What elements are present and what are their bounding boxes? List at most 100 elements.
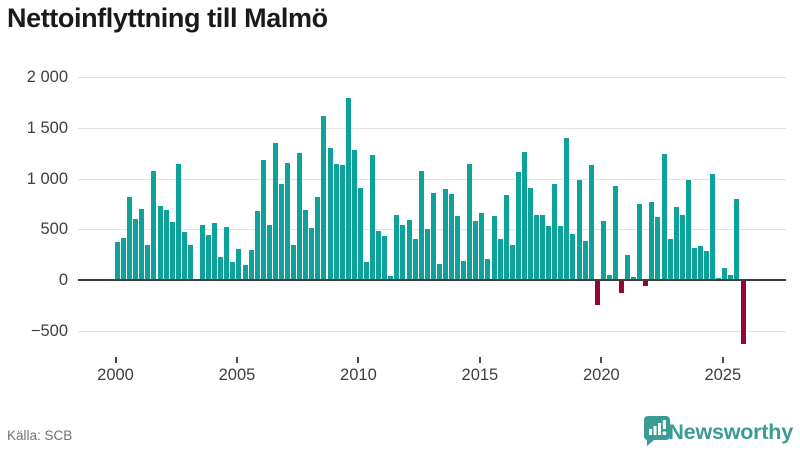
bar-2006Q1 — [260, 160, 266, 280]
bar-2023Q1 — [673, 207, 679, 280]
bar-2009Q2 — [339, 165, 345, 280]
gridline — [78, 77, 786, 78]
y-tick-label: 2 000 — [26, 68, 68, 86]
bar-2023Q2 — [679, 214, 685, 280]
bar-2012Q4 — [424, 229, 430, 280]
bar-2013Q2 — [436, 263, 442, 280]
bar-2011Q2 — [388, 275, 394, 280]
bar-2013Q1 — [430, 192, 436, 280]
bar-2002Q1 — [163, 209, 169, 280]
bar-2005Q2 — [242, 265, 248, 280]
bar-2017Q1 — [527, 187, 533, 280]
bar-2003Q3 — [200, 225, 206, 280]
bar-2004Q3 — [224, 227, 230, 280]
bar-2022Q2 — [655, 217, 661, 280]
x-axis-tick — [357, 357, 360, 363]
y-tick-label: 0 — [58, 271, 68, 289]
x-tick-label: 2005 — [218, 366, 256, 384]
bar-2024Q2 — [704, 250, 710, 280]
bar-2010Q1 — [357, 187, 363, 280]
bar-2010Q4 — [376, 231, 382, 280]
x-axis-tick — [235, 357, 238, 363]
bar-2009Q4 — [351, 150, 357, 280]
bar-2004Q4 — [230, 261, 236, 280]
bar-2018Q4 — [570, 233, 576, 280]
bar-2006Q2 — [266, 224, 272, 280]
x-tick-label: 2020 — [582, 366, 620, 384]
bar-2016Q4 — [521, 151, 527, 280]
x-axis-tick — [114, 357, 117, 363]
bar-2000Q3 — [127, 196, 133, 280]
bar-2011Q1 — [382, 236, 388, 280]
y-tick-label: −500 — [30, 321, 68, 340]
bar-2020Q2 — [606, 274, 612, 280]
bar-chart-plot-area: 2 000 1 500 1 000 500 0 −500 2000 2005 2010 2015 2… — [26, 68, 786, 384]
bar-2017Q3 — [540, 214, 546, 280]
bar-2017Q4 — [546, 226, 552, 280]
bar-2017Q2 — [534, 214, 540, 280]
bar-2015Q3 — [491, 216, 497, 280]
bar-2001Q3 — [151, 171, 157, 280]
bar-2018Q1 — [552, 183, 558, 280]
gridline — [78, 330, 786, 332]
source-label: Källa: SCB — [7, 428, 73, 443]
bar-2008Q4 — [327, 148, 333, 280]
bar-2015Q1 — [479, 213, 485, 280]
x-axis-tick — [478, 357, 481, 363]
bar-2021Q4 — [643, 281, 649, 287]
bar-2010Q2 — [363, 261, 369, 280]
bar-2006Q3 — [272, 143, 278, 280]
bar-2019Q4 — [594, 281, 600, 305]
bar-2007Q3 — [297, 153, 303, 280]
bar-2016Q1 — [503, 195, 509, 280]
bar-2002Q3 — [175, 164, 181, 280]
bar-2009Q3 — [345, 97, 351, 280]
bar-2001Q2 — [145, 245, 151, 280]
bar-2019Q1 — [576, 179, 582, 280]
bar-2005Q3 — [248, 249, 254, 280]
bar-2015Q2 — [485, 258, 491, 280]
bar-2025Q2 — [728, 274, 734, 280]
y-tick-label: 500 — [40, 220, 68, 239]
x-tick-label: 2000 — [97, 366, 134, 384]
bar-2019Q3 — [588, 165, 594, 280]
bar-2023Q4 — [691, 248, 697, 280]
bar-2000Q1 — [115, 242, 120, 280]
newsworthy-pin-barchart-icon — [643, 415, 671, 450]
bar-2022Q1 — [649, 201, 655, 280]
bar-2016Q3 — [515, 172, 521, 280]
bar-2008Q2 — [315, 196, 321, 280]
bar-2024Q1 — [698, 245, 703, 280]
bar-2012Q2 — [412, 239, 418, 280]
bar-2011Q3 — [394, 214, 400, 280]
bar-2007Q1 — [285, 163, 291, 280]
bar-2021Q1 — [625, 254, 631, 280]
bar-2001Q4 — [157, 205, 163, 280]
bar-2021Q2 — [631, 277, 637, 280]
bar-2001Q1 — [139, 208, 145, 280]
bar-2024Q3 — [710, 174, 716, 280]
bar-2004Q2 — [218, 257, 224, 280]
newsworthy-brand-name: Newsworthy — [668, 420, 793, 444]
bar-2008Q3 — [321, 115, 327, 280]
bar-2013Q4 — [449, 193, 454, 280]
bar-2005Q4 — [254, 211, 260, 280]
bar-2022Q4 — [667, 239, 673, 280]
bar-2016Q2 — [509, 245, 515, 280]
x-tick-label: 2025 — [704, 366, 742, 384]
bar-2020Q4 — [619, 281, 625, 293]
bar-2025Q3 — [734, 198, 740, 280]
bar-2007Q4 — [303, 210, 309, 280]
bar-2015Q4 — [497, 239, 503, 280]
bar-2014Q4 — [473, 220, 479, 280]
bar-2011Q4 — [400, 224, 406, 280]
x-tick-label: 2015 — [461, 366, 499, 384]
bar-2025Q4 — [740, 281, 746, 345]
bar-2020Q3 — [612, 186, 618, 280]
bar-2018Q3 — [564, 138, 570, 280]
bar-2006Q4 — [278, 183, 284, 280]
bar-2003Q4 — [206, 234, 212, 280]
bar-2007Q2 — [291, 244, 297, 280]
bar-2012Q1 — [406, 219, 412, 280]
y-tick-label: 1 000 — [26, 169, 68, 188]
